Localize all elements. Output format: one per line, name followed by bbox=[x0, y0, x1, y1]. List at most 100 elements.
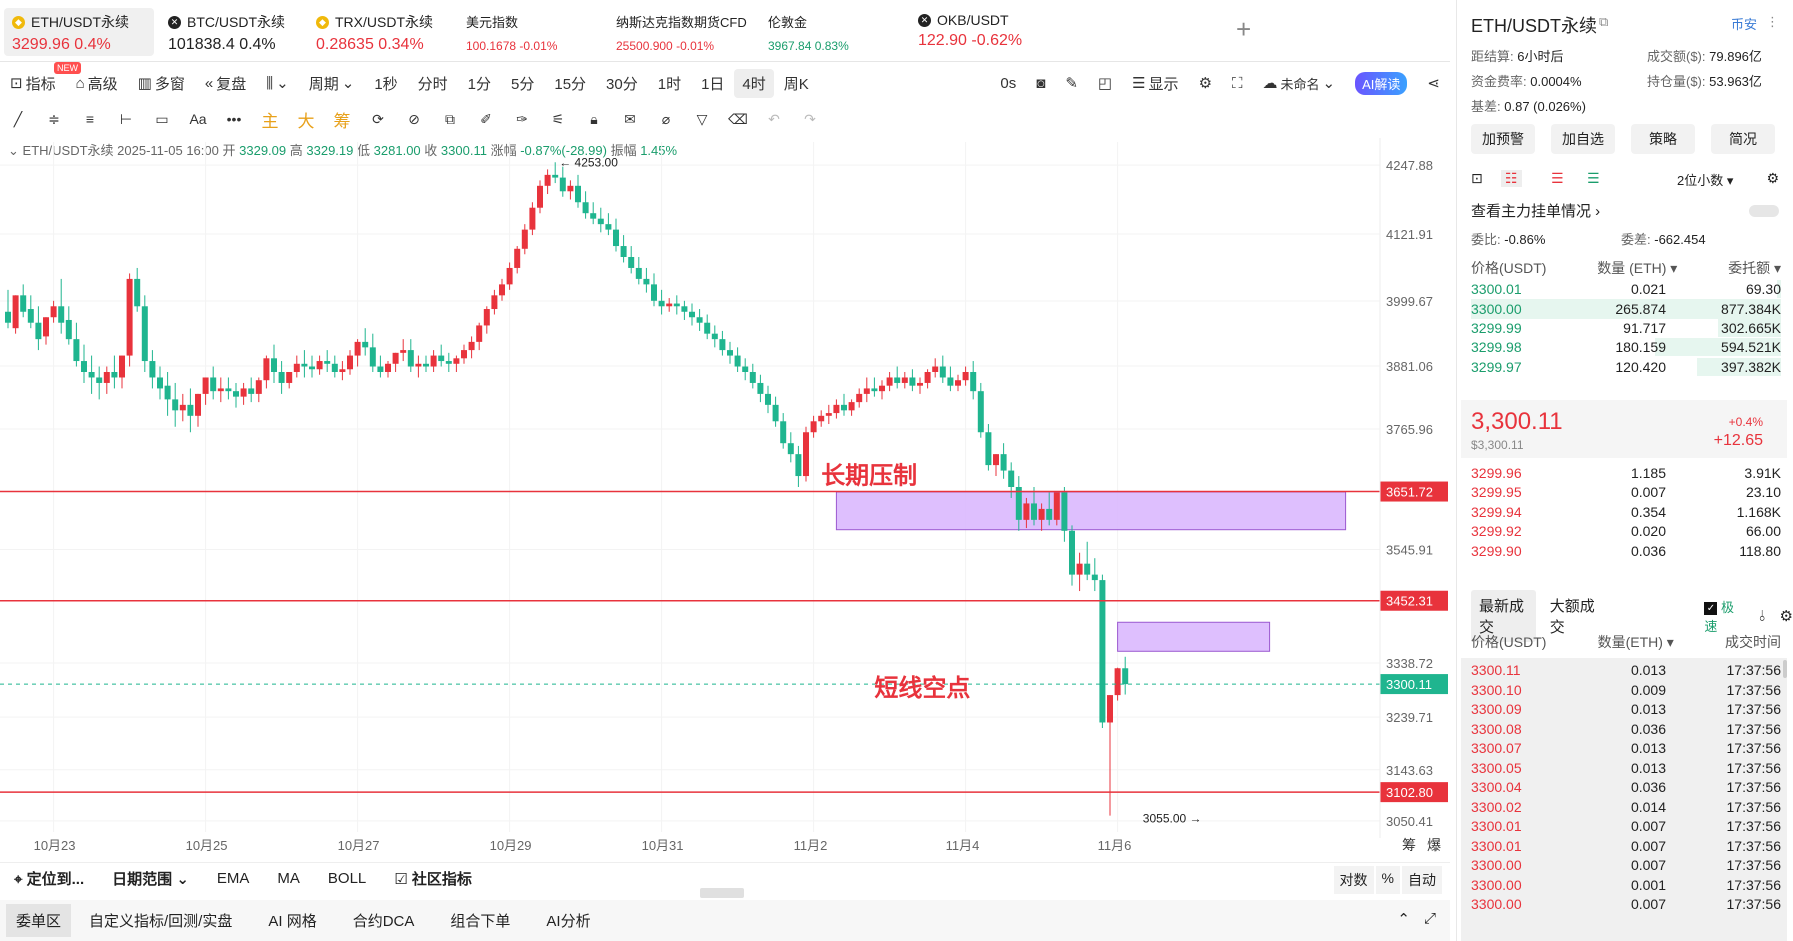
filter-icon[interactable]: ▽ bbox=[696, 110, 708, 127]
ask-row[interactable]: 3299.90 0.036 118.80 bbox=[1471, 541, 1781, 561]
trade-row[interactable]: 3300.05 0.013 17:37:56 bbox=[1471, 758, 1781, 778]
settings-icon[interactable]: ⚙ bbox=[1766, 170, 1779, 186]
log-scale-button[interactable]: 对数 bbox=[1333, 866, 1374, 894]
share-icon[interactable]: ⋖ bbox=[1427, 75, 1440, 92]
auto-scale-button[interactable]: 自动 bbox=[1402, 866, 1442, 894]
brush-icon[interactable]: ✑ bbox=[516, 110, 528, 127]
period-menu[interactable]: 周期 ⌄ bbox=[308, 75, 355, 93]
ticker-trx[interactable]: ◆ TRX/USDT永续 0.28635 0.34% bbox=[316, 14, 433, 53]
ticker-okb[interactable]: ✕ OKB/USDT 122.90 -0.62% bbox=[918, 12, 1023, 49]
big-order-button[interactable]: 大 bbox=[297, 111, 315, 131]
tab-ai-analysis[interactable]: AI分析 bbox=[546, 913, 591, 930]
camera-icon[interactable]: ◙ bbox=[1036, 74, 1046, 92]
trade-row[interactable]: 3300.01 0.007 17:37:56 bbox=[1471, 836, 1781, 856]
period-1d[interactable]: 1日 bbox=[701, 75, 725, 93]
ma-button[interactable]: MA bbox=[277, 870, 300, 887]
depth-link[interactable]: 查看主力挂单情况 › bbox=[1471, 203, 1601, 220]
copy-icon[interactable]: ⧉ bbox=[445, 110, 455, 127]
trade-row[interactable]: 3300.11 0.013 17:37:56 bbox=[1471, 660, 1781, 680]
tab-contract-dca[interactable]: 合约DCA bbox=[352, 913, 415, 930]
trash-icon[interactable]: ⌫ bbox=[728, 110, 748, 127]
display-button[interactable]: ☰ 显示 bbox=[1132, 75, 1179, 93]
copy-icon[interactable]: ⧉ bbox=[1599, 14, 1609, 29]
period-5m[interactable]: 5分 bbox=[511, 75, 535, 93]
redo-icon[interactable]: ↷ bbox=[804, 110, 816, 127]
ask-row[interactable]: 3299.95 0.007 23.10 bbox=[1471, 482, 1781, 502]
ask-row[interactable]: 3299.92 0.020 66.00 bbox=[1471, 521, 1781, 541]
undo-icon[interactable]: ↶ bbox=[768, 110, 780, 127]
bid-row[interactable]: 3299.97 120.420 397.382K bbox=[1471, 357, 1781, 377]
ruler-icon[interactable]: ✐ bbox=[480, 110, 492, 127]
trade-row[interactable]: 3300.10 0.009 17:37:56 bbox=[1471, 680, 1781, 700]
overview-button[interactable]: 简况 bbox=[1711, 124, 1775, 154]
indicator-button[interactable]: ⊡ 指标 bbox=[10, 75, 56, 93]
community-indicator-button[interactable]: ☑ 社区指标 bbox=[394, 871, 472, 888]
compare-icon[interactable]: ⚟ bbox=[551, 110, 565, 127]
channel-tool-icon[interactable]: ≡ bbox=[85, 111, 95, 127]
ticker-gold[interactable]: 伦敦金 3967.84 0.83% bbox=[768, 15, 849, 53]
eraser-icon[interactable]: ⌀ bbox=[661, 110, 671, 127]
layout-icon[interactable]: ◰ bbox=[1097, 75, 1113, 92]
period-4h[interactable]: 4时 bbox=[734, 68, 774, 98]
period-timeline[interactable]: 分时 bbox=[417, 75, 448, 93]
trade-row[interactable]: 3300.02 0.014 17:37:56 bbox=[1471, 797, 1781, 817]
advanced-button[interactable]: ⌂ 高级 bbox=[75, 74, 118, 93]
percent-scale-button[interactable]: % bbox=[1375, 866, 1400, 894]
trade-row[interactable]: 3300.09 0.013 17:37:56 bbox=[1471, 699, 1781, 719]
fullscreen-icon[interactable]: ⛶ bbox=[1232, 74, 1243, 92]
chip-button[interactable]: 筹 bbox=[333, 111, 351, 131]
boll-button[interactable]: BOLL bbox=[327, 870, 367, 887]
add-watchlist-button[interactable]: 加自选 bbox=[1551, 124, 1615, 154]
fast-toggle[interactable]: ✓ 极速 bbox=[1704, 600, 1735, 634]
tab-latest-trades[interactable]: 最新成交 bbox=[1471, 590, 1536, 642]
trade-row[interactable]: 3300.04 0.036 17:37:56 bbox=[1471, 777, 1781, 797]
collapse-icon[interactable]: ⌄ bbox=[8, 143, 19, 158]
exchange-link[interactable]: 币安 bbox=[1730, 17, 1757, 32]
replay-button[interactable]: «复盘 bbox=[204, 74, 247, 93]
sync-icon[interactable]: ⟳ bbox=[372, 110, 384, 127]
trade-row[interactable]: 3300.00 0.001 17:37:56 bbox=[1471, 875, 1781, 895]
period-1h[interactable]: 1时 bbox=[657, 75, 682, 93]
more-tools-icon[interactable]: ••• bbox=[226, 111, 242, 127]
add-ticker-icon[interactable]: + bbox=[1236, 14, 1252, 44]
lock-icon[interactable]: 🔒︎ bbox=[590, 110, 598, 127]
rectangle-tool-icon[interactable]: ▭ bbox=[155, 110, 169, 127]
horizontal-line-icon[interactable]: ⊢ bbox=[119, 110, 133, 127]
more-icon[interactable]: ⋮ bbox=[1766, 14, 1779, 29]
settings-icon[interactable]: ⚙ bbox=[1779, 608, 1793, 625]
tab-combo-order[interactable]: 组合下单 bbox=[450, 913, 511, 930]
tab-large-trades[interactable]: 大额成交 bbox=[1549, 598, 1595, 636]
ema-button[interactable]: EMA bbox=[216, 870, 250, 887]
ask-row[interactable]: 3299.94 0.354 1.168K bbox=[1471, 502, 1781, 522]
pen-icon[interactable]: ✎ bbox=[1065, 75, 1078, 92]
note-icon[interactable]: ✉ bbox=[624, 110, 636, 127]
book-both-icon[interactable]: ⊡ bbox=[1471, 170, 1483, 186]
ticker-nasdaq[interactable]: 纳斯达克指数期货CFD 25500.900 -0.01% bbox=[616, 15, 747, 53]
add-alert-button[interactable]: 加预警 bbox=[1471, 124, 1535, 154]
chevron-up-icon[interactable]: ⌃ bbox=[1397, 911, 1410, 928]
period-week[interactable]: 周K bbox=[783, 75, 809, 93]
ticker-dxy[interactable]: 美元指数 100.1678 -0.01% bbox=[466, 15, 558, 53]
scrollbar[interactable] bbox=[1783, 660, 1787, 678]
chart-type-button[interactable]: ⫼ ⌄ bbox=[256, 74, 298, 93]
bid-row[interactable]: 3300.00 265.874 877.384K bbox=[1471, 298, 1781, 319]
period-30m[interactable]: 30分 bbox=[606, 75, 638, 93]
expand-icon[interactable]: ⤢ bbox=[1423, 910, 1436, 927]
period-15m[interactable]: 15分 bbox=[554, 75, 587, 93]
parallel-tool-icon[interactable]: ≑ bbox=[48, 110, 60, 127]
candlestick-chart[interactable]: 3651.72 3452.31 3102.80 3300.11 4247.88 4121.… bbox=[0, 138, 1450, 858]
trade-row[interactable]: 3300.07 0.013 17:37:56 bbox=[1471, 738, 1781, 758]
period-1m[interactable]: 1分 bbox=[467, 75, 492, 93]
trade-row[interactable]: 3300.00 0.007 17:37:56 bbox=[1471, 894, 1781, 914]
text-tool-icon[interactable]: Aa bbox=[189, 111, 207, 127]
book-asks-icon[interactable]: ☰ bbox=[1551, 170, 1564, 186]
book-list-icon[interactable]: ☰ bbox=[1587, 170, 1600, 186]
tab-custom-indicator[interactable]: 自定义指标/回测/实盘 bbox=[89, 913, 233, 930]
layout-name-menu[interactable]: ☁ 未命名 ⌄ bbox=[1262, 75, 1336, 92]
trade-row[interactable]: 3300.08 0.036 17:37:56 bbox=[1471, 719, 1781, 739]
magnet-icon[interactable]: ⊘ bbox=[408, 110, 420, 127]
bid-row[interactable]: 3299.99 91.717 302.665K bbox=[1471, 318, 1781, 338]
decimal-menu[interactable]: 2位小数 ▾ bbox=[1677, 173, 1734, 188]
depth-toggle[interactable] bbox=[1749, 205, 1779, 217]
tab-orders[interactable]: 委单区 bbox=[6, 904, 72, 937]
